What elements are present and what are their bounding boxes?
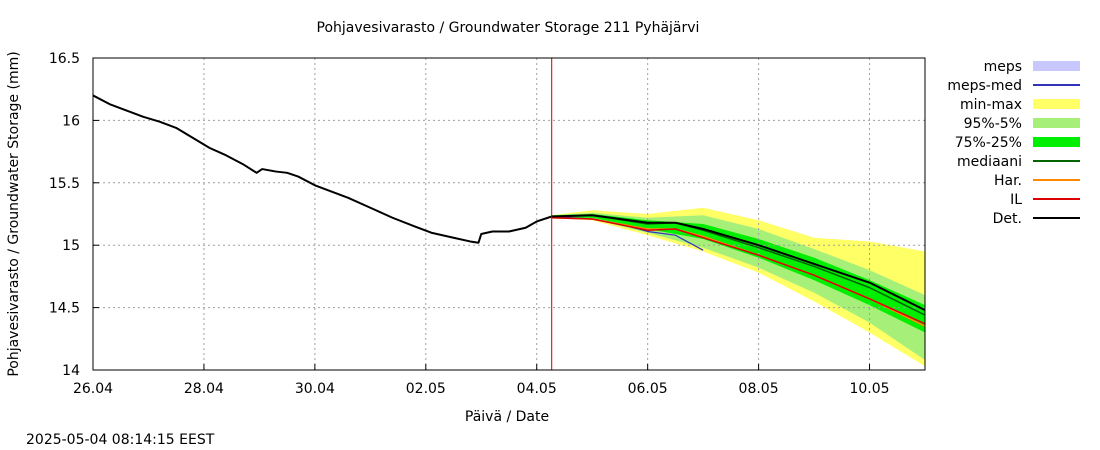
legend-swatch	[1033, 99, 1080, 109]
x-tick-label: 30.04	[295, 381, 335, 397]
y-tick-label: 14	[62, 363, 80, 379]
legend-label: min-max	[960, 97, 1022, 113]
legend-swatch	[1033, 137, 1080, 147]
x-tick-label: 04.05	[517, 381, 557, 397]
legend-item-75-25: 75%-25%	[955, 135, 1080, 151]
timestamp: 2025-05-04 08:14:15 EEST	[26, 432, 215, 448]
y-tick-label: 15	[62, 238, 80, 254]
y-tick-label: 15.5	[49, 176, 80, 192]
y-tick-label: 16.5	[49, 51, 80, 67]
plot-area	[93, 58, 925, 370]
y-tick-label: 16	[62, 113, 80, 129]
x-tick-label: 06.05	[628, 381, 668, 397]
chart-title: Pohjavesivarasto / Groundwater Storage 2…	[317, 20, 700, 36]
legend-swatch	[1033, 61, 1080, 71]
plot-frame	[92, 57, 926, 371]
legend-item-95-5: 95%-5%	[964, 116, 1080, 132]
y-tick-label: 14.5	[49, 301, 80, 317]
x-tick-label: 08.05	[739, 381, 779, 397]
x-axis-label: Päivä / Date	[465, 409, 549, 425]
legend-label: mediaani	[957, 154, 1022, 170]
band-75-25	[551, 214, 925, 333]
series-il	[551, 216, 926, 325]
series-det	[92, 94, 926, 311]
legend-label: IL	[1010, 192, 1022, 208]
legend-swatch	[1033, 118, 1080, 128]
legend-item-meps: meps	[984, 59, 1080, 75]
legend-item-mediaani: mediaani	[957, 154, 1080, 170]
legend-label: Det.	[993, 211, 1022, 227]
legend-item-det: Det.	[993, 211, 1080, 227]
x-tick-label: 02.05	[406, 381, 446, 397]
x-tick-label: 10.05	[849, 381, 889, 397]
legend-label: Har.	[994, 173, 1022, 189]
legend: meps meps-med min-max 95%-5% 75%-25% mediaani…	[947, 59, 1080, 227]
legend-label: meps-med	[947, 78, 1022, 94]
legend-label: 75%-25%	[955, 135, 1022, 151]
x-tick-label: 28.04	[184, 381, 224, 397]
x-tick-label: 26.04	[73, 381, 113, 397]
legend-item-min-max: min-max	[960, 97, 1080, 113]
legend-item-meps-med: meps-med	[947, 78, 1080, 94]
band-min-max	[551, 207, 925, 367]
y-axis-label: Pohjavesivarasto / Groundwater Storage (…	[6, 51, 22, 376]
legend-label: meps	[984, 59, 1022, 75]
legend-label: 95%-5%	[964, 116, 1022, 132]
legend-item-il: IL	[1010, 192, 1080, 208]
legend-item-har: Har.	[994, 173, 1080, 189]
